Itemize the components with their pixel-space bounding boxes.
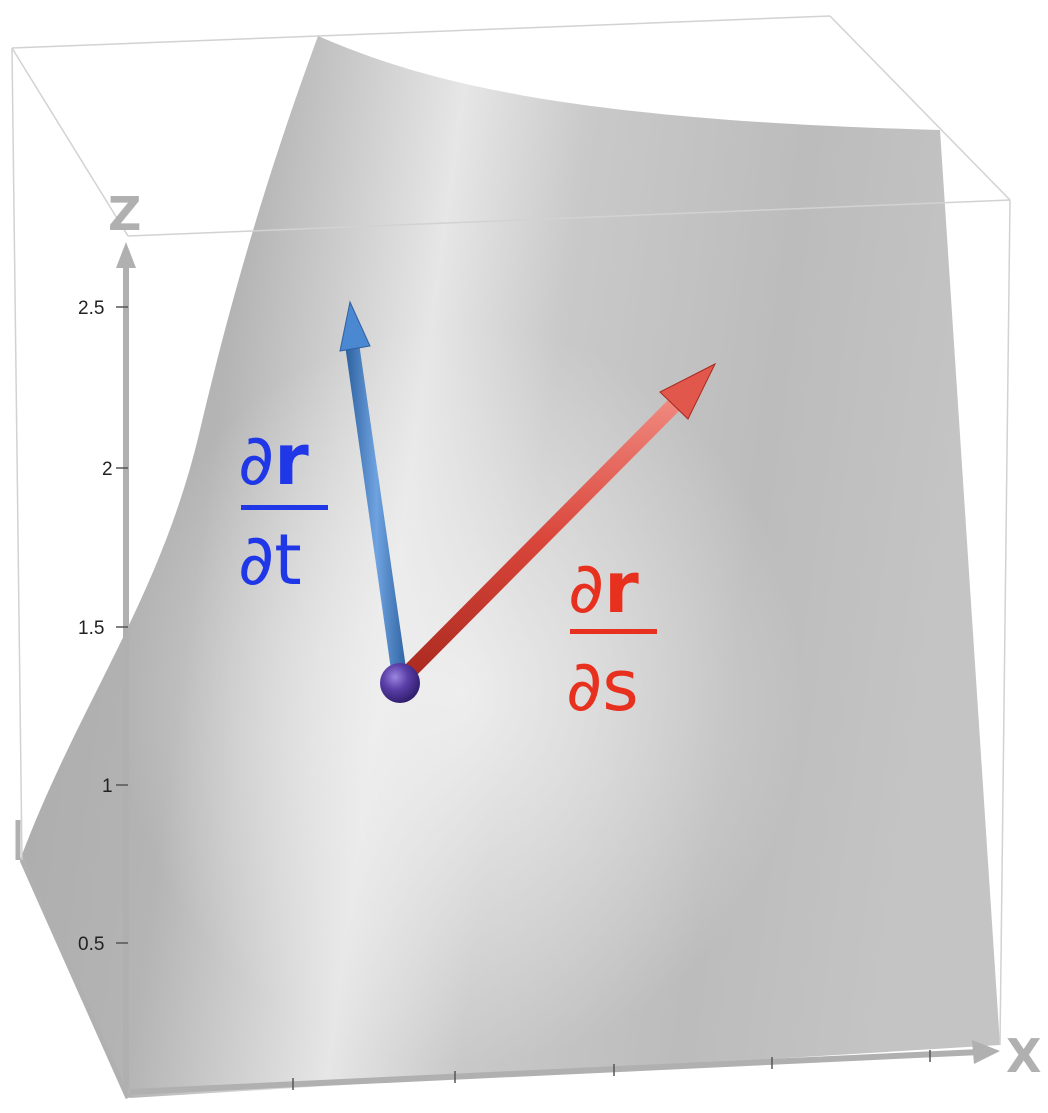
y-axis [15, 820, 131, 1100]
z-tick-label: 2.5 [78, 298, 104, 319]
label-dr-dt-numerator: ∂r [238, 419, 309, 501]
z-tick-label: 1.5 [78, 618, 104, 639]
x-tick-marks [292, 1050, 931, 1090]
z-axis-arrowhead [116, 242, 136, 268]
x-axis: X [129, 1029, 1041, 1095]
label-dr-dt: ∂r ∂t [238, 419, 328, 601]
label-dr-ds-numerator: ∂r [568, 547, 639, 629]
z-tick-label: 1 [102, 776, 113, 797]
label-dr-dt-fraction-bar [241, 505, 328, 510]
vector-dr-ds-arrowhead [659, 362, 717, 420]
vector-dr-dt [339, 300, 408, 684]
z-tick-marks [116, 306, 128, 944]
label-dr-ds-denominator: ∂s [566, 645, 639, 727]
z-axis-label: Z [108, 187, 141, 241]
bounding-box-front [11, 47, 1011, 1046]
label-dr-ds-fraction-bar [570, 629, 657, 634]
x-axis-arrowhead [972, 1040, 1000, 1064]
z-axis: Z 2.5 2 1.5 1 0.5 [78, 187, 141, 1090]
x-axis-label: X [1006, 1029, 1041, 1083]
bounding-box-back [11, 15, 1011, 237]
base-point [380, 663, 420, 703]
vector-dr-dt-shaft [345, 343, 408, 684]
vector-dr-ds-shaft [396, 398, 681, 686]
z-tick-label: 2 [102, 459, 113, 480]
label-dr-ds: ∂r ∂s [566, 547, 657, 727]
vector-dr-dt-arrowhead [339, 300, 371, 352]
label-dr-dt-denominator: ∂t [238, 519, 302, 601]
z-tick-label: 0.5 [78, 934, 104, 955]
vector-dr-ds [396, 362, 717, 686]
